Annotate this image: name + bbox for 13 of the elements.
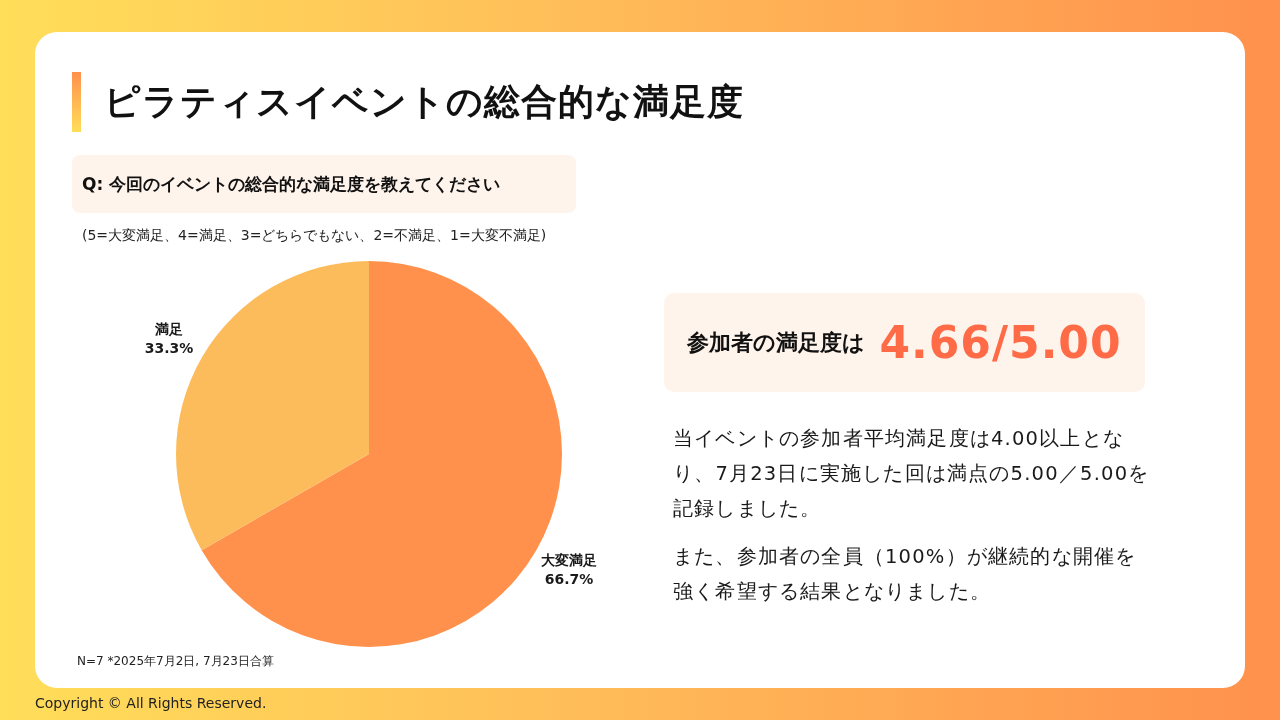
text: 参加者の満足度は xyxy=(687,328,866,357)
text: (5=大変満足、4=満足、3=どちらでもない、2=不満足、1=大変不満足) xyxy=(82,226,547,245)
text: 4.66/5.00 xyxy=(879,317,1122,368)
text: Copyright © All Rights Reserved. xyxy=(35,694,267,713)
text: 当イベントの参加者平均満足度は4.00以上となり、7月23日に実施した回は満点の5.00／5.00を記録しました。 xyxy=(673,426,1151,522)
chart-title: ピラティスイベントの総合的な満足度 xyxy=(104,80,744,124)
text: N=7 *2025年7月2日, 7月23日合算 xyxy=(77,653,274,670)
slice-label: 満足 xyxy=(154,320,184,337)
slice-label: 大変満足 xyxy=(540,552,597,569)
chart-subtitle: Q: 今回のイベントの総合的な満足度を教えてください xyxy=(82,173,501,195)
data-label: 66.7% xyxy=(544,571,594,588)
text: また、参加者の全員（100%）が継続的な開催を強く希望する結果となりました。 xyxy=(673,544,1138,605)
data-label: 33.3% xyxy=(144,339,194,356)
